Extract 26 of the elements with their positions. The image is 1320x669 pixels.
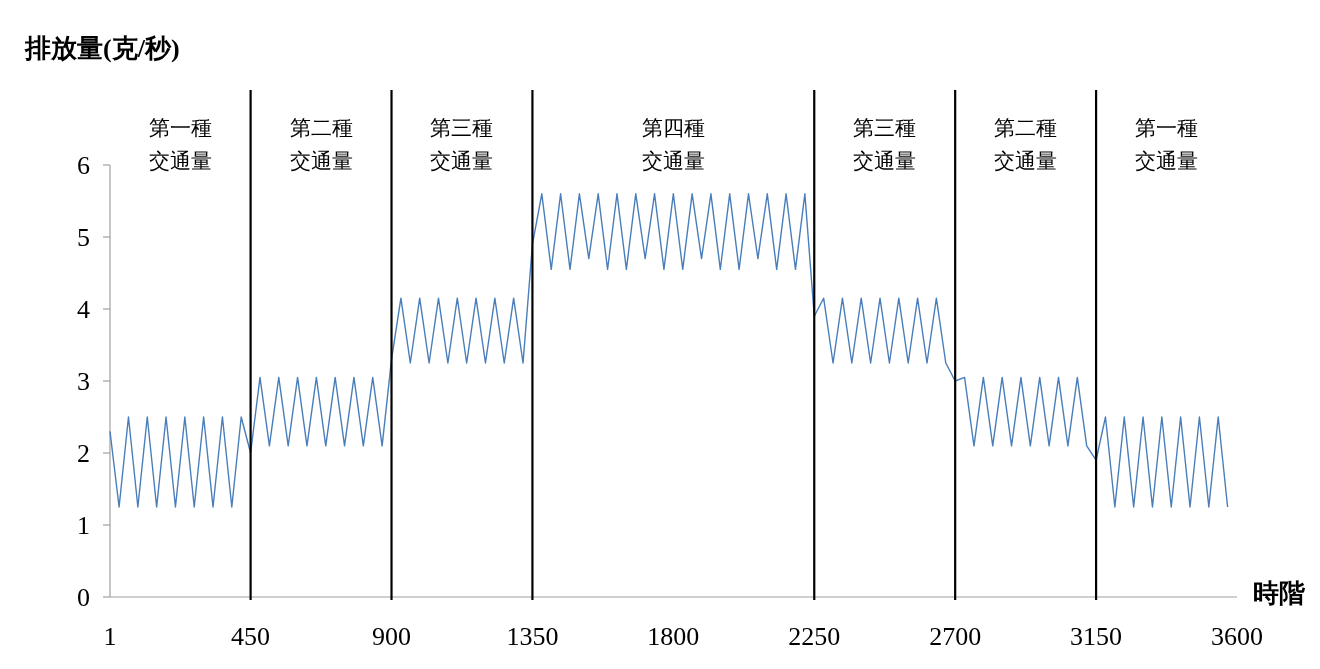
y-tick-label: 3 [77, 367, 90, 396]
x-tick-label: 3150 [1070, 622, 1123, 651]
annotation: 第四種交通量 [641, 116, 705, 173]
annotation: 第一種交通量 [1135, 116, 1199, 173]
y-axis-title: 排放量(克/秒) [24, 34, 180, 63]
x-tick-label: 450 [231, 622, 271, 651]
y-tick-label: 2 [77, 439, 90, 468]
x-tick-label: 1350 [506, 622, 559, 651]
annotation: 第三種交通量 [853, 116, 917, 173]
x-tick-label: 3600 [1211, 622, 1263, 651]
y-tick-label: 5 [77, 223, 90, 252]
annotation: 第三種交通量 [430, 116, 494, 173]
annotation: 第二種交通量 [994, 116, 1058, 173]
y-tick-label: 0 [77, 583, 90, 612]
x-tick-label: 2250 [788, 622, 841, 651]
line-series [109, 193, 1229, 508]
y-tick-label: 6 [77, 151, 90, 180]
x-axis-title: 時階 [1253, 579, 1306, 608]
x-tick-label: 900 [372, 622, 412, 651]
annotation: 第一種交通量 [148, 116, 212, 173]
x-tick-label: 1 [103, 622, 117, 651]
x-tick-label: 2700 [929, 622, 982, 651]
y-tick-label: 1 [77, 511, 90, 540]
x-tick-label: 1800 [647, 622, 700, 651]
annotation: 第二種交通量 [289, 116, 353, 173]
y-tick-label: 4 [77, 295, 90, 324]
